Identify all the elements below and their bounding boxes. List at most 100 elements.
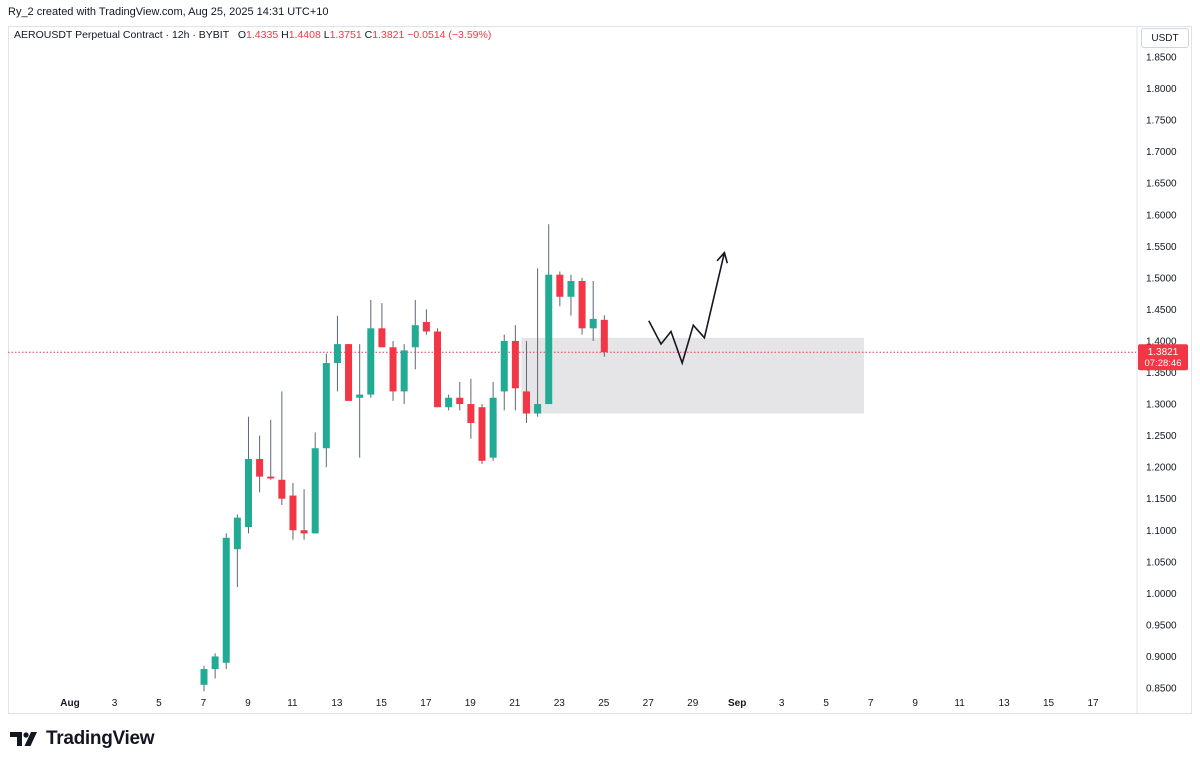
price-tick-label: 1.8000	[1146, 84, 1177, 95]
time-tick-label: 27	[643, 698, 655, 709]
candle-body	[445, 397, 453, 408]
low-label: L	[323, 29, 330, 41]
candle-body	[311, 448, 319, 534]
candle-body	[278, 479, 286, 499]
projection-path	[648, 252, 726, 366]
candle-body	[500, 340, 508, 392]
candle-body	[578, 281, 586, 329]
time-tick-label: 11	[954, 698, 965, 709]
time-tick-label: 17	[1087, 698, 1099, 709]
last-price-badge	[1138, 344, 1188, 371]
candle-body	[333, 344, 341, 364]
candle-body	[233, 517, 241, 550]
price-tick-label: 1.2500	[1146, 431, 1177, 442]
candle-body	[356, 394, 364, 398]
price-tick-label: 1.7500	[1146, 116, 1177, 127]
price-tick-label: 1.3500	[1146, 368, 1177, 379]
price-tick-label: 1.3000	[1146, 400, 1177, 411]
candle-body	[589, 318, 597, 329]
projection-arrowhead	[716, 250, 729, 264]
demand-zone	[521, 337, 864, 414]
currency-unit-button[interactable]: USDT	[1141, 28, 1189, 48]
price-tick-label: 1.4000	[1146, 336, 1177, 347]
time-tick-label: 5	[823, 698, 829, 709]
price-tick-label: 1.7000	[1146, 147, 1177, 158]
time-tick-label: 3	[779, 698, 785, 709]
price-tick-label: 1.6500	[1146, 179, 1177, 190]
candle-body	[456, 397, 464, 405]
candle-body	[378, 328, 386, 348]
candle-body	[434, 331, 442, 408]
time-tick-label: 7	[201, 698, 207, 709]
candle-body	[211, 656, 219, 670]
price-tick-label: 1.1500	[1146, 494, 1177, 505]
last-price-value: 1.3821	[1148, 347, 1179, 358]
candle-body	[411, 325, 419, 348]
price-tick-label: 1.2000	[1146, 463, 1177, 474]
candle-body	[556, 274, 564, 297]
time-tick-label: 15	[1043, 698, 1055, 709]
price-tick-label: 1.8500	[1146, 53, 1177, 64]
time-tick-label: 9	[912, 698, 918, 709]
open-value: 1.4335	[246, 29, 279, 41]
tradingview-logo-icon	[10, 732, 37, 746]
candle-body	[534, 404, 542, 414]
price-tick-label: 1.5000	[1146, 273, 1177, 284]
attribution-text: Ry_2 created with TradingView.com, Aug 2…	[8, 6, 329, 18]
candle-body	[267, 476, 275, 479]
price-tick-label: 1.5500	[1146, 242, 1177, 253]
bar-countdown: 07:28:46	[1145, 358, 1182, 369]
time-tick-label: 29	[687, 698, 699, 709]
candle-body	[400, 350, 408, 392]
open-label: O	[237, 29, 247, 41]
candle-body	[489, 397, 497, 458]
price-tick-label: 1.6000	[1146, 210, 1177, 221]
candle-body	[545, 274, 553, 405]
price-tick-label: 1.1000	[1146, 526, 1177, 537]
change-value: −0.0514 (−3.59%)	[407, 29, 492, 41]
time-tick-label: 17	[420, 698, 432, 709]
candle-body	[200, 669, 208, 685]
time-tick-label: 13	[331, 698, 343, 709]
time-tick-label: 13	[999, 698, 1011, 709]
candle-body	[478, 407, 486, 461]
time-tick-label: 23	[554, 698, 566, 709]
price-tick-label: 1.4500	[1146, 305, 1177, 316]
time-tick-label: 5	[156, 698, 162, 709]
candle-body	[511, 340, 519, 389]
candle-body	[244, 458, 252, 528]
time-tick-label: Sep	[728, 698, 746, 709]
time-tick-label: 21	[509, 698, 521, 709]
time-tick-label: Aug	[60, 698, 79, 709]
candle-body	[289, 495, 297, 531]
low-value: 1.3751	[329, 29, 362, 41]
price-tick-label: 1.0500	[1146, 557, 1177, 568]
time-tick-label: 19	[465, 698, 477, 709]
candle-body	[322, 363, 330, 449]
high-value: 1.4408	[288, 29, 321, 41]
time-tick-label: 15	[376, 698, 388, 709]
candle-body	[567, 281, 575, 297]
time-tick-label: 25	[598, 698, 610, 709]
candle-body	[222, 537, 230, 663]
tradingview-brand: TradingView	[10, 728, 155, 750]
candle-body	[345, 344, 353, 401]
chart-frame	[8, 26, 1192, 714]
symbol-legend: AEROUSDT Perpetual Contract · 12h · BYBI…	[14, 29, 491, 41]
candle-body	[389, 347, 397, 392]
price-tick-label: 0.8500	[1146, 684, 1177, 695]
brand-name: TradingView	[46, 728, 155, 749]
candle-body	[256, 458, 264, 477]
price-tick-label: 0.9500	[1146, 620, 1177, 631]
symbol-info[interactable]: AEROUSDT Perpetual Contract · 12h · BYBI…	[14, 29, 229, 41]
candle-body	[467, 404, 475, 423]
candle-body	[300, 530, 308, 534]
candle-body	[422, 322, 430, 332]
candle-body	[600, 319, 608, 353]
candle-body	[522, 391, 530, 414]
high-label: H	[281, 29, 289, 41]
time-tick-label: 11	[287, 698, 298, 709]
time-tick-label: 7	[868, 698, 874, 709]
close-label: C	[364, 29, 373, 41]
